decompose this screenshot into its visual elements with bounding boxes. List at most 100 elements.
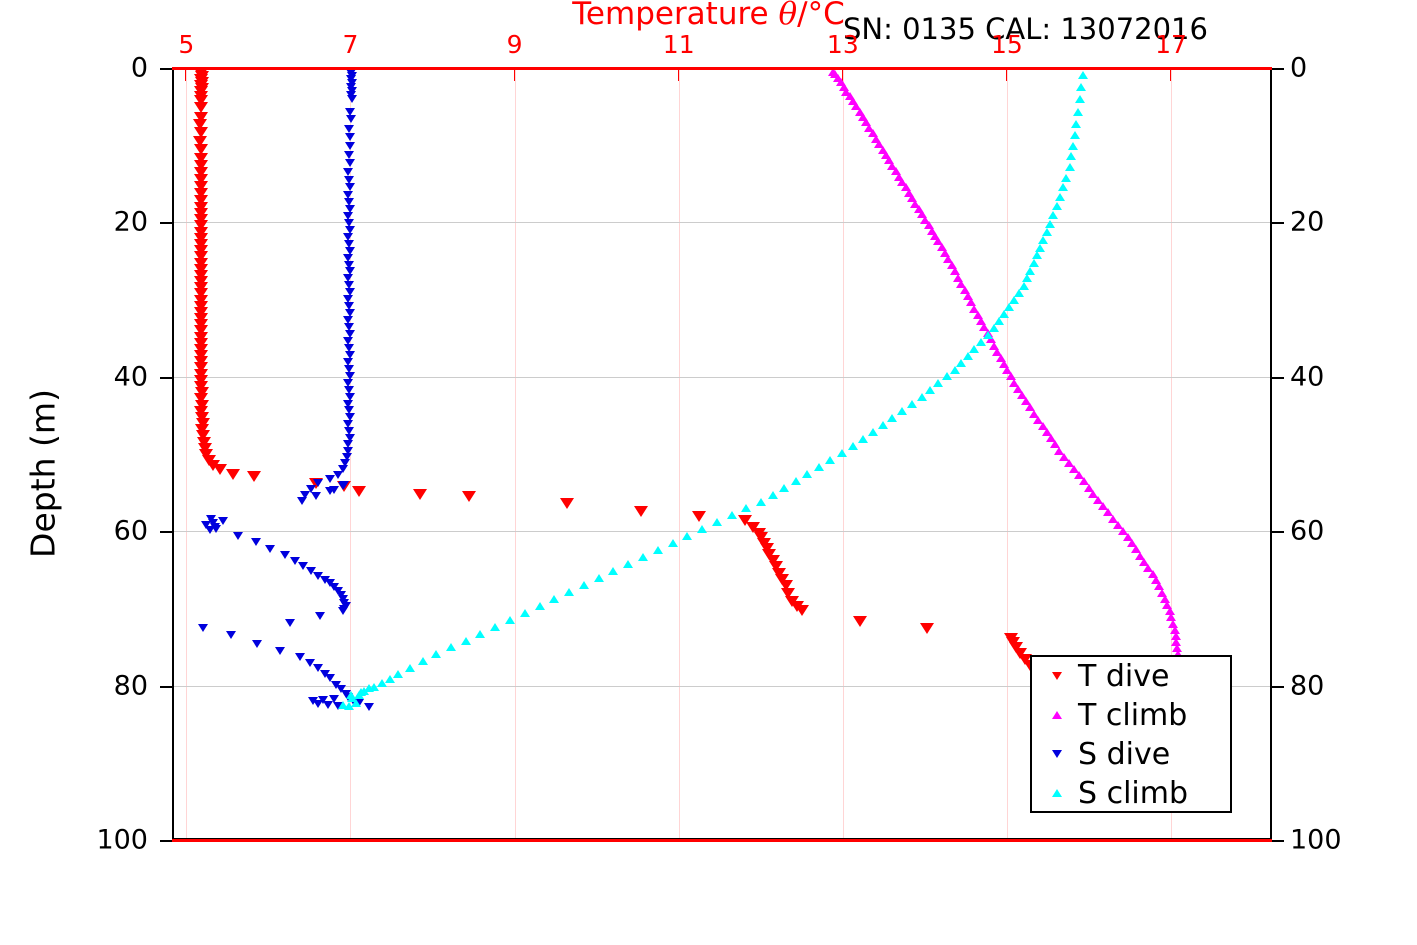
data-point <box>890 167 901 176</box>
data-point <box>343 253 354 262</box>
data-point <box>343 336 354 345</box>
data-point <box>1058 183 1069 192</box>
data-point <box>667 539 678 548</box>
data-point <box>900 183 911 192</box>
data-point <box>737 515 752 527</box>
data-point <box>385 675 396 684</box>
data-point <box>825 455 836 464</box>
data-point <box>1054 192 1065 201</box>
data-point <box>298 562 309 571</box>
data-point <box>345 350 356 359</box>
data-point <box>345 371 356 380</box>
data-point <box>844 92 855 101</box>
data-point <box>306 567 317 576</box>
data-point <box>195 387 210 399</box>
data-point <box>913 204 924 213</box>
data-point <box>972 310 983 319</box>
legend-item[interactable]: S dive <box>1032 735 1230 774</box>
data-point <box>697 525 708 534</box>
data-point <box>1003 303 1014 311</box>
data-point <box>275 646 286 655</box>
data-point <box>344 175 355 184</box>
data-point <box>999 360 1010 369</box>
data-point <box>560 497 575 509</box>
y-tick-mark-left <box>160 685 173 688</box>
legend-marker-icon <box>1032 657 1078 696</box>
data-point <box>193 263 208 275</box>
data-point <box>989 323 1000 332</box>
data-point <box>335 685 346 694</box>
data-point <box>337 607 348 616</box>
data-point <box>344 218 355 227</box>
data-point <box>941 372 952 381</box>
data-point <box>355 688 366 697</box>
data-point <box>836 448 847 457</box>
data-point <box>194 393 209 405</box>
legend-item[interactable]: S climb <box>1032 774 1230 813</box>
data-point <box>343 420 354 429</box>
x-gridline <box>1006 68 1008 840</box>
data-point <box>637 553 648 562</box>
data-point <box>193 160 208 172</box>
data-point <box>1031 251 1042 260</box>
y-axis-title: Depth (m) <box>23 389 63 558</box>
data-point <box>985 335 996 344</box>
data-point <box>193 238 208 250</box>
data-point <box>916 393 927 402</box>
data-point <box>1044 220 1055 229</box>
data-point <box>781 587 796 599</box>
data-point <box>897 177 908 186</box>
data-point <box>194 208 209 220</box>
y-tick-mark-left <box>160 68 173 70</box>
data-point <box>345 288 356 297</box>
data-point <box>313 664 323 673</box>
data-point <box>344 124 355 133</box>
data-point <box>343 232 354 241</box>
data-point <box>345 691 356 700</box>
data-point <box>193 112 208 124</box>
data-point <box>195 411 210 423</box>
legend-item[interactable]: T dive <box>1032 657 1230 696</box>
data-point <box>1159 594 1170 603</box>
data-point <box>1168 619 1179 628</box>
data-point <box>939 248 950 257</box>
y-tick-label-left: 40 <box>113 361 148 393</box>
data-point <box>345 133 356 142</box>
data-point <box>193 325 208 337</box>
legend-marker <box>1052 789 1062 797</box>
data-point <box>1068 465 1079 474</box>
data-point <box>1157 588 1168 597</box>
data-point <box>930 231 941 240</box>
data-point <box>962 292 973 301</box>
data-point <box>296 496 307 505</box>
data-point <box>1083 483 1094 492</box>
data-point <box>340 458 351 467</box>
data-point <box>1072 107 1083 116</box>
data-point <box>851 102 862 111</box>
data-point <box>313 479 323 488</box>
data-point <box>959 286 970 295</box>
y-tick-mark-left <box>160 222 173 225</box>
data-point <box>711 518 722 527</box>
legend-item[interactable]: T climb <box>1032 696 1230 735</box>
data-point <box>634 506 649 518</box>
data-point <box>344 364 355 373</box>
data-point <box>1074 95 1085 104</box>
data-point <box>903 188 914 197</box>
data-point <box>1166 613 1177 622</box>
data-point <box>1035 243 1046 252</box>
data-point <box>841 87 852 96</box>
data-point <box>345 413 356 422</box>
legend-label: S dive <box>1078 736 1171 772</box>
data-point <box>933 379 944 388</box>
data-point <box>953 273 964 282</box>
data-point <box>350 699 361 708</box>
data-point <box>549 594 560 603</box>
data-point <box>1063 458 1074 467</box>
data-point <box>196 436 211 448</box>
data-point <box>194 331 209 343</box>
data-point <box>1017 391 1028 399</box>
data-point <box>1021 397 1032 406</box>
data-point <box>201 520 212 529</box>
data-point <box>1147 570 1158 579</box>
